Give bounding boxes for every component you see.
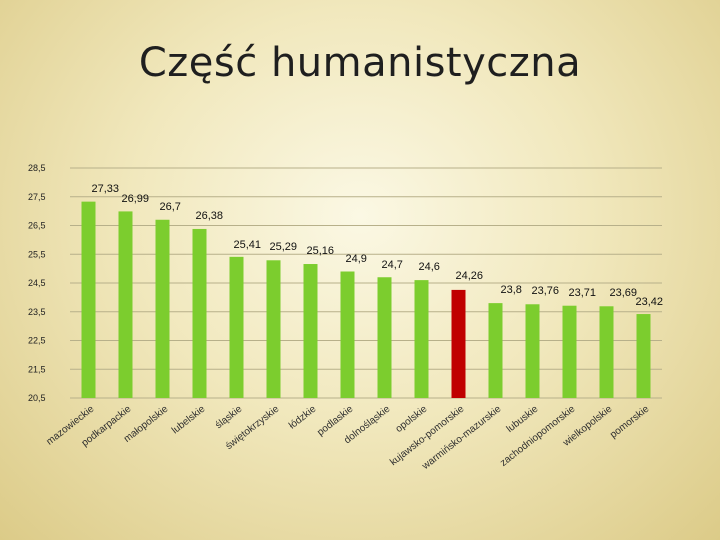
bar bbox=[525, 304, 540, 398]
category-label: łódzkie bbox=[287, 403, 319, 431]
bar bbox=[340, 271, 355, 398]
bar bbox=[377, 277, 392, 398]
data-label: 25,29 bbox=[270, 241, 298, 253]
data-label: 24,9 bbox=[346, 253, 367, 265]
bar bbox=[118, 211, 133, 398]
bar bbox=[81, 201, 96, 398]
y-tick-label: 28,5 bbox=[28, 163, 46, 173]
category-label: pomorskie bbox=[608, 403, 651, 440]
y-tick-label: 27,5 bbox=[28, 192, 46, 202]
y-tick-label: 25,5 bbox=[28, 249, 46, 259]
bar bbox=[636, 314, 651, 398]
data-label: 23,42 bbox=[636, 296, 664, 308]
y-tick-label: 21,5 bbox=[28, 364, 46, 374]
bar bbox=[562, 305, 577, 398]
bar bbox=[599, 306, 614, 398]
y-tick-label: 20,5 bbox=[28, 393, 46, 403]
data-label: 24,7 bbox=[382, 259, 403, 271]
bars bbox=[81, 201, 651, 398]
bar bbox=[488, 303, 503, 398]
bar bbox=[229, 256, 244, 398]
bar bbox=[192, 228, 207, 398]
y-tick-label: 22,5 bbox=[28, 336, 46, 346]
bar bbox=[451, 289, 466, 398]
data-label: 25,41 bbox=[234, 239, 262, 251]
bar bbox=[303, 264, 318, 398]
data-label: 24,6 bbox=[419, 261, 440, 273]
category-label: lubelskie bbox=[170, 403, 208, 436]
y-tick-label: 23,5 bbox=[28, 307, 46, 317]
data-label: 27,33 bbox=[92, 183, 120, 195]
slide-title: Część humanistyczna bbox=[138, 40, 582, 86]
y-tick-label: 26,5 bbox=[28, 221, 46, 231]
data-label: 26,38 bbox=[196, 210, 224, 222]
data-label: 23,76 bbox=[532, 285, 560, 297]
data-label: 26,7 bbox=[160, 201, 181, 213]
data-label: 23,8 bbox=[501, 284, 522, 296]
bar bbox=[414, 280, 429, 398]
data-label: 23,69 bbox=[610, 287, 638, 299]
bar bbox=[155, 219, 170, 398]
category-label: śląskie bbox=[213, 403, 244, 431]
y-tick-label: 24,5 bbox=[28, 278, 46, 288]
data-label: 24,26 bbox=[456, 270, 484, 282]
y-axis-ticks: 28,5 27,5 26,5 25,5 24,5 23,5 22,5 21,5 20,5 bbox=[28, 163, 46, 403]
bar bbox=[266, 260, 281, 398]
data-label: 25,16 bbox=[307, 245, 335, 257]
data-label: 23,71 bbox=[569, 287, 597, 299]
data-label: 26,99 bbox=[122, 193, 150, 205]
